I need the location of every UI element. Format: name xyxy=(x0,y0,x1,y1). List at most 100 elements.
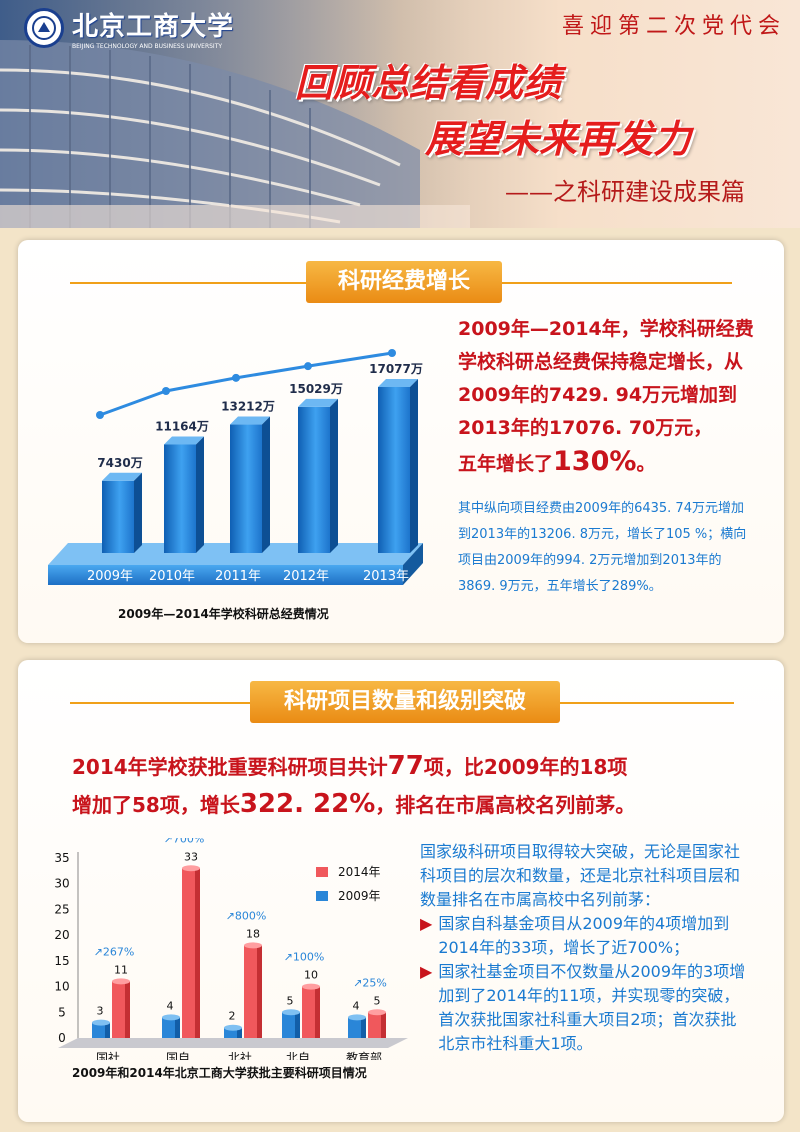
funding-bar-side xyxy=(134,472,142,553)
x-category-label: 国社 xyxy=(96,1050,120,1060)
funding-category-label: 2010年 xyxy=(149,569,195,584)
chart-base-side xyxy=(403,543,423,585)
projects-bar-chart: 0 5 10 15 20 25 30 35 3 11 国社 ↗267% 4 33 国自 ↗700% 2 18 北社 ↗… xyxy=(54,838,408,1060)
funding-trend-point xyxy=(388,349,396,357)
funding-bar-top xyxy=(298,398,338,407)
bar-2014-shade xyxy=(125,981,130,1038)
value-label-2014: 5 xyxy=(374,994,381,1007)
bar-2009 xyxy=(224,1027,242,1038)
bar-2009-shade xyxy=(295,1012,300,1038)
bar-2014-shade xyxy=(195,868,200,1038)
funding-bar-top xyxy=(102,472,142,481)
funding-data-label: 15029万 xyxy=(289,382,343,396)
funding-data-label: 17077万 xyxy=(369,362,423,376)
university-seal-icon xyxy=(24,8,64,48)
projects-bullet-item: ▶ 国家自科基金项目从2009年的4项增加到2014年的33项，增长了近700%… xyxy=(420,912,750,960)
projects-chart-caption: 2009年和2014年北京工商大学获批主要科研项目情况 xyxy=(72,1066,367,1080)
bar-2009-shade xyxy=(175,1017,180,1038)
growth-rate-label: ↗700% xyxy=(164,838,205,845)
funding-data-label: 11164万 xyxy=(155,419,209,433)
value-label-2009: 4 xyxy=(167,999,174,1012)
campus-building-image xyxy=(0,0,470,228)
projects-summary-text: 国家级科研项目取得较大突破，无论是国家社科项目的层次和数量，还是北京社科项目层和… xyxy=(420,840,750,1056)
y-tick-label: 10 xyxy=(54,980,69,994)
bar-2014-shade xyxy=(381,1012,386,1038)
bar-2009-cap xyxy=(282,1009,300,1016)
y-tick-label: 20 xyxy=(54,928,69,942)
value-label-2009: 5 xyxy=(287,994,294,1007)
value-label-2014: 11 xyxy=(114,963,128,976)
funding-bar xyxy=(230,424,262,553)
page-subtitle: ——之科研建设成果篇 xyxy=(505,178,745,206)
bar-2009-cap xyxy=(92,1019,110,1026)
value-label-2014: 33 xyxy=(184,850,198,863)
value-label-2009: 3 xyxy=(97,1005,104,1018)
bar-2014-cap xyxy=(112,978,130,985)
legend-swatch xyxy=(316,867,328,877)
funding-category-label: 2012年 xyxy=(283,569,329,584)
growth-rate-label: ↗25% xyxy=(353,976,387,989)
growth-rate-label: ↗800% xyxy=(226,909,267,922)
section-title-projects: 科研项目数量和级别突破 xyxy=(250,681,560,723)
funding-bar-side xyxy=(196,436,204,553)
headline-part: 2014年学校获批重要科研项目共计 xyxy=(72,755,388,779)
legend-swatch xyxy=(316,891,328,901)
bar-2014-cap xyxy=(244,942,262,949)
funding-bar xyxy=(378,386,410,553)
funding-bar-side xyxy=(410,378,418,553)
legend-label: 2014年 xyxy=(338,865,381,879)
value-label-2014: 18 xyxy=(246,927,260,940)
y-tick-label: 0 xyxy=(58,1031,66,1045)
section-divider-left xyxy=(70,282,328,284)
legend-label: 2009年 xyxy=(338,889,381,903)
projects-bullet-item: ▶ 国家社基金项目不仅数量从2009年的3项增加到了2014年的11项，并实现零… xyxy=(420,960,750,1056)
section-divider-left xyxy=(70,702,260,704)
university-name-en: BEIJING TECHNOLOGY AND BUSINESS UNIVERSI… xyxy=(72,43,223,50)
bar-2009-shade xyxy=(105,1022,110,1038)
x-category-label: 北自 xyxy=(286,1051,310,1060)
funding-trend-point xyxy=(232,373,240,382)
funding-bar xyxy=(298,406,330,553)
value-label-2009: 4 xyxy=(353,999,360,1012)
funding-detail-text: 其中纵向项目经费由2009年的6435. 74万元增加到2013年的13206.… xyxy=(458,501,747,594)
bar-2014-cap xyxy=(302,983,320,990)
funding-summary-body: 2009年—2014年，学校科研经费学校科研总经费保持稳定增长，从2009年的7… xyxy=(458,318,754,439)
chart-floor xyxy=(58,1038,408,1048)
funding-bar xyxy=(102,480,134,553)
x-category-label: 教育部 xyxy=(346,1050,382,1060)
projects-headline: 2014年学校获批重要科研项目共计77项，比2009年的18项 增加了58项，增… xyxy=(72,748,635,824)
projects-bullet-text: 国家自科基金项目从2009年的4项增加到2014年的33项，增长了近700%； xyxy=(438,914,730,957)
bar-2014-cap xyxy=(368,1009,386,1016)
section-divider-right xyxy=(496,282,732,284)
funding-category-label: 2011年 xyxy=(215,569,261,584)
headline-part: 项，比2009年的18项 xyxy=(423,755,628,779)
funding-bar-chart: 7430万 2009年 11164万 2010年 13212万 2011年 15029万 20… xyxy=(48,349,423,585)
bar-2009-cap xyxy=(348,1014,366,1021)
funding-growth-value: 130% xyxy=(553,446,637,477)
growth-rate-label: ↗267% xyxy=(94,945,135,958)
funding-trend-point xyxy=(96,411,104,419)
section-divider-right xyxy=(558,702,734,704)
section-title-funding: 科研经费增长 xyxy=(306,261,502,303)
funding-bar-top xyxy=(230,416,270,425)
bar-2009-cap xyxy=(224,1024,242,1031)
bar-2009-cap xyxy=(162,1014,180,1021)
research-projects-panel: 科研项目数量和级别突破 2014年学校获批重要科研项目共计77项，比2009年的… xyxy=(18,660,784,1122)
funding-bar-side xyxy=(330,398,338,553)
funding-bar-side xyxy=(262,416,270,553)
funding-bar-top xyxy=(378,378,418,387)
university-name: 北京工商大学 xyxy=(72,12,235,42)
funding-category-label: 2009年 xyxy=(87,569,133,584)
y-tick-label: 15 xyxy=(54,954,69,968)
bar-2014-shade xyxy=(257,945,262,1038)
funding-chart-caption: 2009年—2014年学校科研总经费情况 xyxy=(118,607,329,621)
y-tick-label: 35 xyxy=(54,851,69,865)
funding-growth-prefix: 五年增长了 xyxy=(458,453,554,475)
growth-rate-label: ↗100% xyxy=(284,951,325,964)
main-title-line1: 回顾总结看成绩 xyxy=(295,61,562,105)
funding-data-label: 7430万 xyxy=(97,456,142,470)
headline-part: 增加了58项，增长 xyxy=(72,793,240,817)
bullet-arrow-icon: ▶ xyxy=(420,914,433,933)
x-category-label: 国自 xyxy=(166,1051,190,1060)
projects-bullet-text: 国家社基金项目不仅数量从2009年的3项增加到了2014年的11项，并实现零的突… xyxy=(438,962,746,1053)
